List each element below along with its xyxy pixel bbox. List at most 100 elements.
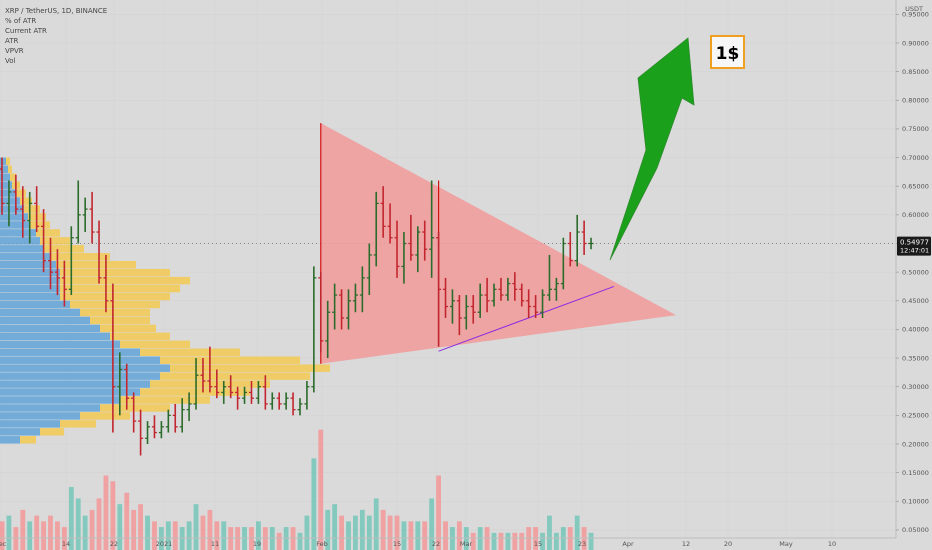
candle — [13, 174, 19, 215]
indicator-current-atr[interactable]: Current ATR — [5, 27, 47, 35]
candle — [124, 363, 130, 410]
vpvr-down-bar — [70, 300, 160, 309]
vpvr-up-bar — [0, 412, 80, 420]
candle — [117, 352, 123, 416]
vpvr-down-bar — [60, 284, 180, 293]
candle — [581, 220, 587, 255]
candle — [89, 191, 95, 244]
vpvr-up-bar — [0, 340, 120, 349]
volume-bar — [554, 532, 559, 550]
candle — [0, 157, 5, 215]
candle — [560, 237, 566, 290]
candle — [186, 392, 192, 422]
volume-bar — [110, 481, 116, 550]
volume-bar — [165, 521, 171, 550]
candle — [574, 214, 580, 267]
candle — [283, 392, 289, 410]
time-tick-label: 11 — [211, 540, 219, 548]
candle — [449, 289, 455, 324]
time-axis[interactable]: Dec 14 22 2021 11 19 Feb 15 22 Mar 15 23 Apr 12 20 May 1… — [0, 537, 896, 548]
price-tick-label: 0.95000 — [902, 11, 929, 19]
candle — [540, 289, 546, 318]
vpvr-down-bar — [60, 276, 190, 285]
candle — [401, 232, 407, 284]
volume-bar — [207, 509, 213, 550]
candle — [408, 214, 414, 261]
candle — [75, 180, 81, 244]
vpvr-up-bar — [0, 229, 36, 237]
vpvr-up-bar — [0, 284, 60, 293]
volume-bar — [82, 515, 88, 550]
vpvr-up-bar — [0, 237, 40, 245]
chart-legend: XRP / TetherUS, 1D, BINANCE % of ATR Cur… — [5, 6, 107, 66]
target-arrow-drawing[interactable]: 1$ — [609, 35, 745, 261]
time-tick-label: 15 — [534, 540, 542, 548]
vpvr-up-bar — [0, 436, 20, 444]
volume-bar — [290, 527, 296, 550]
candle — [276, 392, 282, 410]
indicator-atr[interactable]: ATR — [5, 37, 19, 45]
volume-bar — [429, 498, 435, 550]
volume-bar — [89, 509, 95, 550]
time-tick-label: 14 — [62, 540, 70, 548]
candle — [158, 421, 164, 439]
volume-bar — [20, 509, 26, 550]
vpvr-down-bar — [60, 292, 170, 301]
candle — [228, 375, 234, 399]
candle — [82, 197, 88, 233]
vpvr-down-bar — [56, 260, 136, 269]
candle — [61, 260, 67, 307]
candle — [200, 358, 206, 393]
volume-bar — [450, 527, 455, 550]
vpvr-down-bar — [24, 205, 40, 213]
candle — [103, 254, 109, 313]
vpvr-up-bar — [0, 364, 170, 372]
vpvr-down-bar — [60, 268, 170, 277]
price-tick-label: 0.85000 — [902, 68, 929, 76]
indicator-vol[interactable]: Vol — [5, 57, 16, 65]
candle — [484, 277, 490, 313]
vpvr-histogram — [0, 157, 330, 444]
time-tick-label: 2021 — [156, 540, 173, 548]
candle — [297, 398, 303, 416]
candle — [526, 289, 532, 318]
candle — [443, 277, 449, 318]
candle — [311, 266, 317, 393]
price-tick-label: 0.70000 — [902, 154, 929, 162]
candle — [145, 421, 151, 445]
vpvr-down-bar — [160, 356, 300, 364]
vpvr-down-bar — [90, 316, 150, 325]
volume-bar — [339, 515, 344, 550]
volume-bar — [533, 527, 539, 550]
vpvr-up-bar — [0, 245, 44, 253]
volume-bars — [0, 429, 594, 550]
symbol-title[interactable]: XRP / TetherUS, 1D, BINANCE — [5, 7, 108, 15]
vpvr-down-bar — [16, 189, 26, 197]
volume-bar — [567, 527, 573, 550]
volume-bar — [366, 515, 372, 550]
volume-bar — [55, 521, 60, 550]
price-axis-panel — [896, 0, 932, 550]
volume-bar — [269, 527, 275, 550]
candle — [456, 295, 462, 336]
vpvr-down-bar — [50, 253, 110, 261]
volume-bar — [103, 475, 109, 550]
volume-bar — [346, 521, 351, 550]
volume-bar — [214, 521, 220, 550]
vpvr-up-bar — [0, 181, 12, 189]
candle — [366, 243, 372, 296]
vpvr-up-bar — [0, 173, 10, 181]
vpvr-up-bar — [0, 205, 24, 213]
candle — [394, 220, 400, 278]
indicator-vpvr[interactable]: VPVR — [5, 47, 24, 55]
indicator-pct-atr[interactable]: % of ATR — [5, 17, 37, 25]
candle — [332, 283, 338, 330]
candle — [567, 232, 573, 267]
volume-bar — [422, 521, 428, 550]
vpvr-up-bar — [0, 380, 150, 388]
volume-bar — [484, 527, 490, 550]
candle — [588, 237, 594, 250]
vpvr-up-bar — [0, 420, 60, 428]
